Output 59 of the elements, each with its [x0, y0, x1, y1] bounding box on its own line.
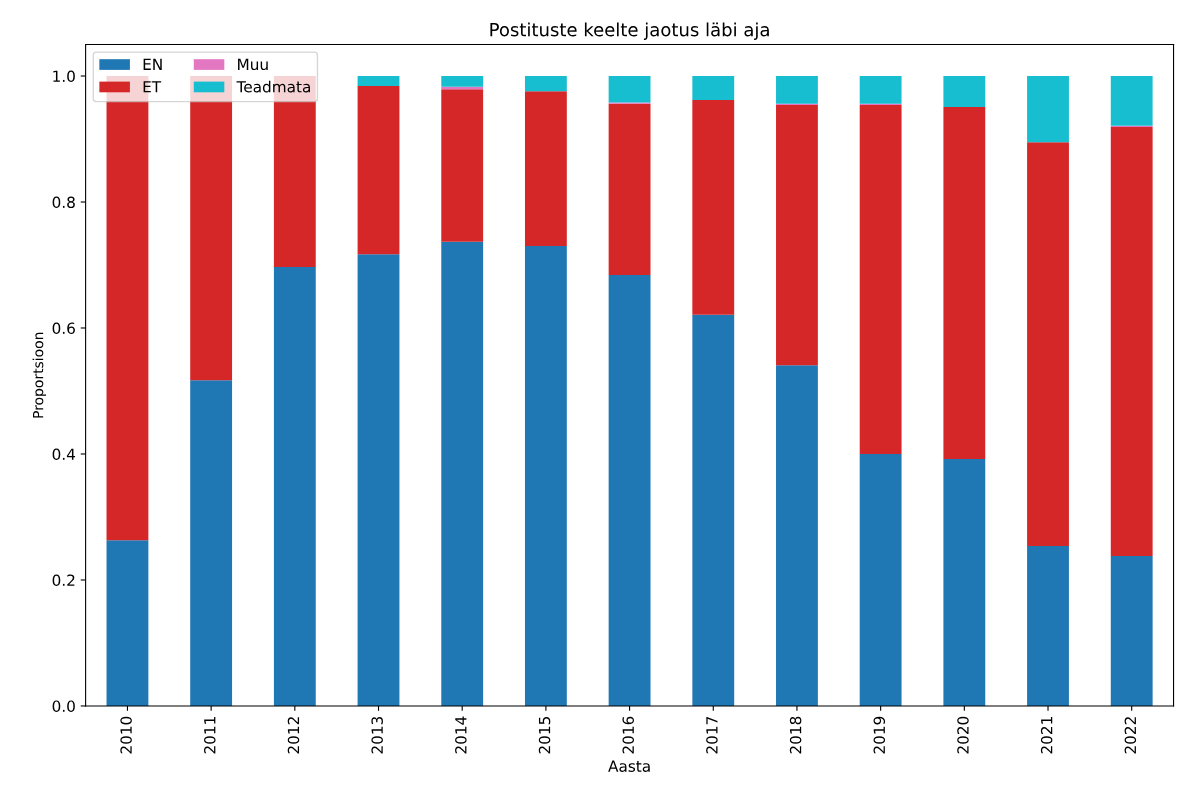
bar — [1027, 545, 1069, 706]
x-tick-label: 2017 — [706, 716, 718, 754]
bar — [1110, 76, 1153, 126]
bar — [692, 314, 735, 706]
x-tick-label: 2012 — [287, 717, 300, 754]
y-tick-label: 0.0 — [52, 700, 75, 712]
chart-title: Postituste keelte jaotus läbi aja — [490, 22, 769, 40]
bar — [524, 76, 567, 92]
bar — [859, 453, 902, 706]
bar — [441, 241, 484, 706]
x-tick-label: 2016 — [622, 716, 635, 754]
x-tick-label: 2015 — [538, 717, 551, 754]
y-tick-label: 1.0 — [53, 70, 75, 83]
bar — [273, 266, 316, 706]
legend-label: Teadmata — [236, 80, 310, 93]
bar — [943, 76, 986, 107]
bar — [608, 103, 651, 276]
x-tick-label: 2018 — [789, 716, 802, 754]
bar — [357, 86, 400, 255]
bar — [190, 380, 233, 706]
y-axis-title: Proportsioon — [32, 332, 47, 418]
bar — [441, 76, 484, 87]
bar — [441, 89, 484, 242]
legend-label: EN — [143, 58, 162, 70]
bar — [776, 365, 818, 706]
y-tick-label: 0.6 — [52, 322, 75, 335]
x-tick-label: 2013 — [371, 716, 383, 754]
bar — [357, 254, 400, 706]
bar — [859, 76, 902, 104]
bar — [1027, 76, 1069, 143]
y-tick-label: 0.8 — [52, 196, 75, 209]
legend-label: Muu — [238, 58, 268, 71]
x-tick-label: 2021 — [1040, 717, 1053, 754]
bar — [1110, 127, 1153, 557]
bar — [943, 459, 986, 706]
bar — [1027, 142, 1069, 546]
legend-label: ET — [143, 81, 162, 93]
x-tick-label: 2019 — [873, 716, 886, 754]
x-tick-label: 2022 — [1124, 717, 1137, 754]
x-axis-title: Aasta — [608, 760, 650, 772]
x-tick-label: 2010 — [120, 716, 132, 754]
x-tick-label: 2011 — [204, 717, 216, 754]
bar — [776, 104, 818, 366]
bar — [776, 76, 818, 104]
bar — [692, 76, 735, 100]
bar — [859, 104, 902, 454]
bar — [608, 275, 651, 706]
y-tick-label: 0.2 — [52, 574, 75, 586]
bar — [692, 99, 735, 315]
bar — [943, 106, 986, 460]
x-tick-label: 2014 — [455, 716, 467, 754]
x-tick-label: 2020 — [957, 716, 969, 754]
bar — [106, 540, 149, 706]
bar — [524, 246, 567, 706]
bar — [1110, 556, 1153, 706]
bar — [357, 76, 400, 87]
bar — [608, 76, 651, 103]
y-tick-label: 0.4 — [52, 448, 76, 460]
bar — [524, 91, 567, 247]
